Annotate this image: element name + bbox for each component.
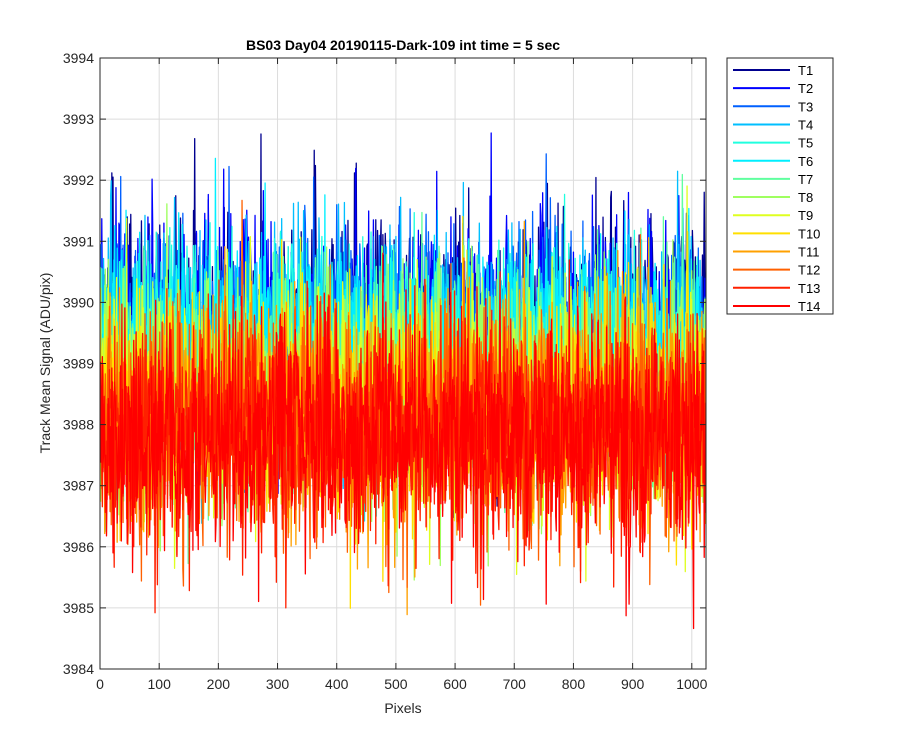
legend: T1 T2 T3 T4 T5 T6 T7 T8 T9 T10 T11 T12 T13 T14 <box>726 57 834 315</box>
legend-label-t1: T1 <box>798 63 813 78</box>
x-axis-ticks: 0 100 200 300 400 500 600 700 800 900 1000 <box>96 58 708 692</box>
y-tick-label: 3988 <box>63 417 94 433</box>
y-axis-label: Track Mean Signal (ADU/pix) <box>37 273 53 454</box>
series-line-t14 <box>100 252 706 630</box>
x-tick-label: 300 <box>266 676 290 692</box>
x-tick-label: 500 <box>384 676 408 692</box>
y-tick-label: 3985 <box>63 600 94 616</box>
chart-title: BS03 Day04 20190115-Dark-109 int time = … <box>246 37 560 53</box>
y-tick-label: 3992 <box>63 172 94 188</box>
legend-label-t11: T11 <box>798 245 819 260</box>
y-tick-label: 3990 <box>63 294 94 310</box>
y-axis-ticks: 3984 3985 3986 3987 3988 3989 3990 3991 3992 3993… <box>63 50 706 677</box>
legend-label-t10: T10 <box>798 226 820 241</box>
x-tick-label: 1000 <box>676 676 707 692</box>
y-tick-label: 3991 <box>63 233 94 249</box>
legend-label-t13: T13 <box>798 281 820 296</box>
legend-label-t4: T4 <box>798 117 813 132</box>
x-tick-label: 800 <box>562 676 586 692</box>
y-tick-label: 3989 <box>63 356 94 372</box>
x-axis-label: Pixels <box>384 700 421 716</box>
y-tick-label: 3987 <box>63 478 94 494</box>
legend-label-t6: T6 <box>798 154 813 169</box>
x-tick-label: 600 <box>443 676 467 692</box>
y-tick-label: 3984 <box>63 661 94 677</box>
legend-label-t2: T2 <box>798 81 813 96</box>
legend-label-t5: T5 <box>798 136 813 151</box>
legend-label-t8: T8 <box>798 190 813 205</box>
x-tick-label: 0 <box>96 676 104 692</box>
y-tick-label: 3986 <box>63 539 94 555</box>
legend-label-t9: T9 <box>798 208 813 223</box>
y-tick-label: 3993 <box>63 111 94 127</box>
x-tick-label: 100 <box>148 676 172 692</box>
legend-box <box>726 57 834 315</box>
legend-label-t14: T14 <box>798 299 820 314</box>
legend-label-t7: T7 <box>798 172 813 187</box>
x-tick-label: 200 <box>207 676 231 692</box>
x-tick-label: 900 <box>621 676 645 692</box>
y-tick-label: 3994 <box>63 50 94 66</box>
x-tick-label: 400 <box>325 676 349 692</box>
legend-label-t12: T12 <box>798 263 820 278</box>
legend-label-t3: T3 <box>798 99 813 114</box>
series-layer <box>100 132 706 630</box>
x-tick-label: 700 <box>503 676 527 692</box>
